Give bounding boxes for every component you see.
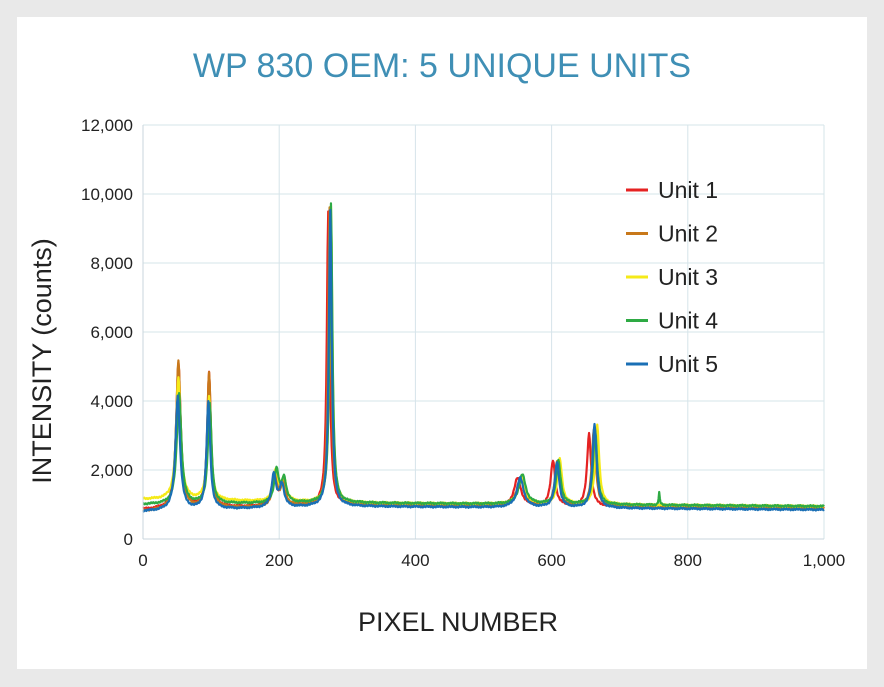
legend-label: Unit 3 — [658, 264, 718, 290]
y-tick-label: 0 — [124, 530, 133, 549]
legend-label: Unit 4 — [658, 308, 718, 334]
legend: Unit 1 Unit 2 Unit 3 Unit 4 Unit 5 — [626, 177, 718, 377]
legend-label: Unit 5 — [658, 351, 718, 377]
series-line-2 — [142, 206, 825, 512]
legend-label: Unit 2 — [658, 221, 718, 247]
y-tick-label: 2,000 — [90, 461, 133, 480]
x-axis-title: PIXEL NUMBER — [358, 607, 558, 637]
x-tick-label: 1,000 — [803, 551, 846, 570]
series-line-3 — [142, 204, 825, 509]
y-tick-label: 6,000 — [90, 323, 133, 342]
x-tick-label: 0 — [138, 551, 147, 570]
x-tick-label: 400 — [401, 551, 429, 570]
series-layer — [142, 202, 825, 513]
chart-card: WP 830 OEM: 5 UNIQUE UNITS 0 2,000 4,000 6,… — [17, 17, 867, 669]
series-line-1 — [142, 210, 825, 510]
y-tick-label: 8,000 — [90, 254, 133, 273]
x-tick-label: 600 — [537, 551, 565, 570]
line-chart: WP 830 OEM: 5 UNIQUE UNITS 0 2,000 4,000 6,… — [27, 47, 845, 637]
chart-title: WP 830 OEM: 5 UNIQUE UNITS — [193, 47, 691, 85]
y-tick-label: 4,000 — [90, 392, 133, 411]
series-line-5 — [142, 209, 825, 513]
x-tick-label: 200 — [265, 551, 293, 570]
y-tick-label: 12,000 — [81, 116, 133, 135]
series-line-4 — [142, 202, 825, 509]
x-tick-label: 800 — [674, 551, 702, 570]
legend-label: Unit 1 — [658, 177, 718, 203]
axes: 0 2,000 4,000 6,000 8,000 10,000 12,000 0 200 400… — [81, 116, 845, 570]
y-tick-label: 10,000 — [81, 185, 133, 204]
y-axis-title: INTENSITY (counts) — [27, 238, 57, 484]
grid — [142, 124, 825, 539]
